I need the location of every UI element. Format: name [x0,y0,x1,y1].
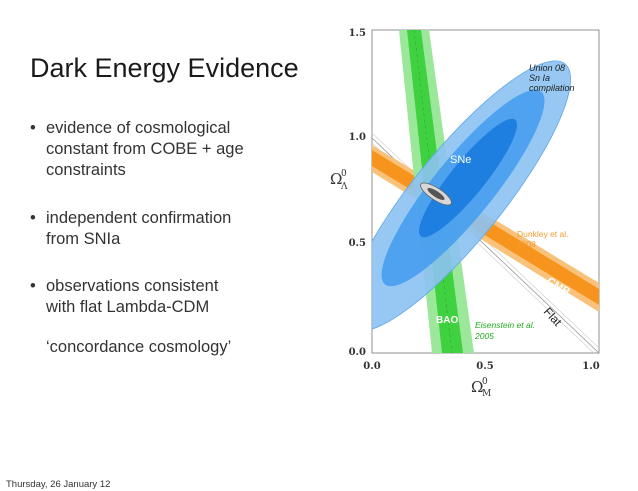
bao-label: BAO [436,315,458,326]
x-tick-label: 0.0 [363,361,380,372]
bullet-dot: • [30,119,36,137]
y-axis-label-sub: Λ [340,182,348,192]
y-axis-label: Ω [330,170,342,188]
union-label-line3: compilation [529,83,575,93]
y-axis-label-sup: 0 [341,169,347,179]
bullet-dot: • [30,209,36,227]
bullet-text: observations consistent with flat Lambda… [46,277,219,316]
y-tick-label: 0.5 [349,238,366,249]
y-tick-label: 1.5 [349,28,366,39]
x-axis-label-sup: 0 [482,377,488,387]
bullet-text: evidence of cosmological constant from C… [46,119,244,179]
concordance-note: ‘concordance cosmology’ [46,338,232,356]
union-label-line2: Sn Ia [529,73,550,83]
bullet-text: independent confirmation from SNIa [46,209,232,248]
sne-label: SNe [450,154,471,166]
slide-title: Dark Energy Evidence [30,53,299,83]
x-axis-label: Ω [471,378,483,396]
combined-ellipse-inner [427,188,445,200]
x-axis-label-sub: M [482,389,491,399]
y-tick-label: 0.0 [349,347,366,358]
eisenstein-label-line1: Eisenstein et al. [475,320,535,330]
dunkley-label-line1: Dunkley et al. [517,229,569,239]
bullet-item-1: • evidence of cosmological constant from… [30,118,244,181]
slide-footer-date: Thursday, 26 January 12 [6,479,111,490]
sne-ellipse-inner [418,118,518,238]
dunkley-label-line2: 2008 [517,239,536,249]
bullet-dot: • [30,277,36,295]
bullet-item-2: • independent confirmation from SNIa [30,208,232,250]
bullet-item-3: • observations consistent with flat Lamb… [30,276,219,318]
eisenstein-label-line2: 2005 [474,331,494,341]
x-tick-label: 1.0 [582,361,599,372]
union-label-line1: Union 08 [529,63,565,73]
x-tick-label: 0.5 [476,361,493,372]
y-tick-label: 1.0 [349,132,366,143]
